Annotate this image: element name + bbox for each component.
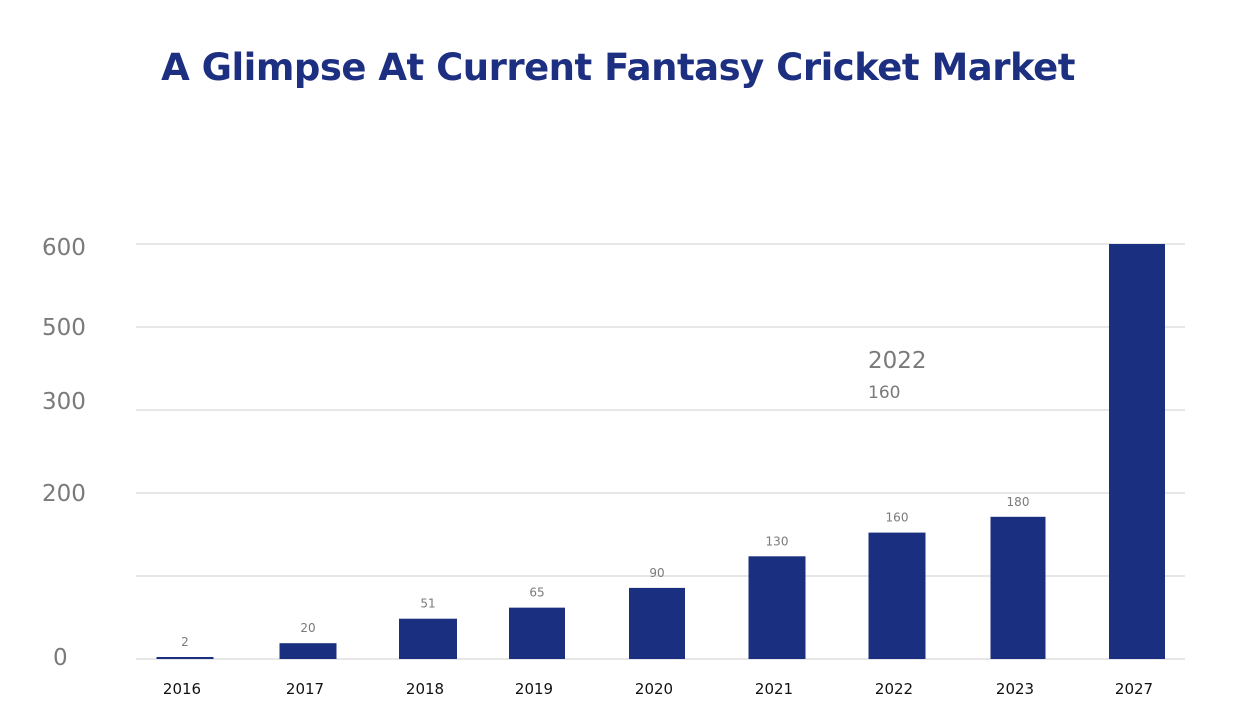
bar-2016 [156, 657, 214, 659]
bar-2018 [399, 618, 457, 659]
y-tick-label: 300 [42, 389, 86, 415]
x-tick-label-2018: 2018 [406, 680, 444, 698]
annotation-value: 160 [868, 383, 900, 403]
bar-2027 [1109, 244, 1165, 659]
bar-2021 [748, 556, 806, 659]
x-tick-label-2020: 2020 [635, 680, 673, 698]
bar-2017 [279, 643, 337, 659]
x-tick-label-2023: 2023 [996, 680, 1034, 698]
x-tick-label-2017: 2017 [286, 680, 324, 698]
y-axis-ticks: 0 200 300 500 600 [42, 235, 86, 671]
data-label-2021: 130 [766, 534, 789, 548]
data-label-2020: 90 [649, 566, 664, 580]
x-tick-label-2021: 2021 [755, 680, 793, 698]
bar-2022 [868, 532, 926, 659]
y-tick-label: 200 [42, 481, 86, 507]
chart-title: A Glimpse At Current Fantasy Cricket Mar… [161, 46, 1075, 89]
x-tick-label-2019: 2019 [515, 680, 553, 698]
x-tick-label-2016: 2016 [163, 680, 201, 698]
bar-2023 [990, 516, 1046, 659]
data-label-2017: 20 [300, 621, 315, 635]
data-label-2019: 65 [529, 586, 544, 600]
y-tick-label: 600 [42, 235, 86, 261]
data-label-2018: 51 [420, 597, 435, 611]
bars [156, 244, 1165, 659]
y-tick-label: 500 [42, 315, 86, 341]
data-label-2022: 160 [886, 511, 909, 525]
x-axis-ticks: 2016 2017 2018 2019 2020 2021 2022 2023 2027 [163, 680, 1153, 698]
annotation-year: 2022 [868, 348, 927, 374]
bar-2020 [629, 587, 685, 659]
data-label-2023: 180 [1007, 495, 1030, 509]
data-labels: 2 20 51 65 90 130 160 180 [181, 495, 1029, 649]
bar-2019 [509, 607, 565, 659]
y-tick-label: 0 [53, 645, 68, 671]
x-tick-label-2022: 2022 [875, 680, 913, 698]
x-tick-label-2027: 2027 [1115, 680, 1153, 698]
data-label-2016: 2 [181, 635, 189, 649]
